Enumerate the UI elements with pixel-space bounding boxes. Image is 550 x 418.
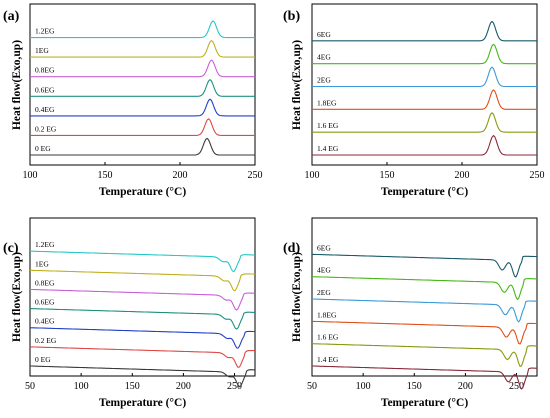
plot-frame xyxy=(311,217,538,377)
panel-label: (b) xyxy=(283,9,300,24)
series-line xyxy=(29,327,255,349)
plot-frame xyxy=(29,3,256,166)
x-tick-label: 100 xyxy=(23,170,38,181)
y-axis-title: Heat flow(Exo,up) xyxy=(11,40,23,130)
x-tick-label: 100 xyxy=(74,381,89,392)
series-label: 2EG xyxy=(317,288,331,297)
x-tick-label: 150 xyxy=(380,170,395,181)
series-label: 0.8EG xyxy=(35,278,55,287)
x-tick-label: 250 xyxy=(530,170,545,181)
series-label: 4EG xyxy=(317,53,331,62)
chart-panel: 50 100 150 200 250 (d) Temperature (°C) Heat fl… xyxy=(283,217,538,409)
chart-panel: 100 150 200 250 (b) Temperature (°C) Heat flow… xyxy=(283,3,545,198)
chart-panel: 100 150 200 250 (a) Temperature (°C) Heat flow… xyxy=(3,3,263,198)
x-axis-title: Temperature (°C) xyxy=(381,397,468,409)
x-tick-label: 200 xyxy=(458,381,473,392)
series-label: 1.8EG xyxy=(317,310,337,319)
series-line xyxy=(312,343,537,367)
series-line xyxy=(30,308,255,330)
series-label: 0.2 EG xyxy=(35,124,57,133)
series-line xyxy=(312,135,537,156)
x-tick-label: 250 xyxy=(248,170,263,181)
plot-frame xyxy=(29,217,256,377)
series-line xyxy=(30,118,255,136)
x-tick-label: 100 xyxy=(356,381,371,392)
x-tick-label: 200 xyxy=(173,170,188,181)
series-line xyxy=(30,59,255,78)
x-tick-label: 50 xyxy=(25,381,35,392)
series-label: 1.2EG xyxy=(35,27,55,36)
series-label: 6EG xyxy=(317,243,331,252)
plot-frame xyxy=(311,3,538,166)
x-tick-label: 200 xyxy=(176,381,191,392)
x-tick-label: 150 xyxy=(98,170,113,181)
series-line xyxy=(30,79,255,97)
x-tick-label: 150 xyxy=(407,381,422,392)
series-label: 0 EG xyxy=(35,144,51,153)
series-label: 0.8EG xyxy=(35,66,55,75)
series-line xyxy=(30,98,255,117)
y-axis-title: Heat flow(Exo,up) xyxy=(291,40,303,130)
series-label: 0.2 EG xyxy=(35,336,57,345)
series-line xyxy=(312,43,537,65)
series-line xyxy=(30,346,256,368)
series-line xyxy=(312,66,537,88)
series-label: 4EG xyxy=(317,266,331,275)
series-line xyxy=(312,112,537,133)
series-label: 1.8EG xyxy=(317,98,337,107)
series-line xyxy=(29,250,256,273)
series-line xyxy=(311,253,538,278)
panel-label: (d) xyxy=(283,241,300,256)
x-tick-label: 50 xyxy=(307,381,317,392)
y-axis-title: Heat flow(Exo,up) xyxy=(11,252,23,342)
series-line xyxy=(30,269,255,292)
series-line xyxy=(312,89,537,110)
series-line xyxy=(312,20,537,42)
panel-label: (a) xyxy=(3,9,20,24)
series-line xyxy=(29,288,256,311)
series-label: 0.4EG xyxy=(35,105,55,114)
x-tick-label: 100 xyxy=(305,170,320,181)
series-label: 1.4 EG xyxy=(317,144,339,153)
chart-panel: 50 100 150 200 250 (c) Temperature (°C) Heat fl… xyxy=(3,217,256,409)
series-label: 1.2EG xyxy=(35,240,55,249)
series-label: 0.4EG xyxy=(35,317,55,326)
series-label: 0.6EG xyxy=(35,298,55,307)
series-label: 1.6 EG xyxy=(317,333,339,342)
series-label: 0.6EG xyxy=(35,85,55,94)
x-tick-label: 200 xyxy=(455,170,470,181)
x-axis-title: Temperature (°C) xyxy=(99,186,186,198)
series-line xyxy=(30,365,255,388)
series-label: 1.6 EG xyxy=(317,121,339,130)
series-label: 1EG xyxy=(35,46,49,55)
x-tick-label: 250 xyxy=(509,381,524,392)
series-line xyxy=(30,137,255,156)
panel-label: (c) xyxy=(3,241,19,256)
series-line xyxy=(312,298,537,323)
series-line xyxy=(312,276,537,301)
series-label: 1.4 EG xyxy=(317,355,339,364)
y-axis-title: Heat flow(Exo,up) xyxy=(291,252,303,342)
x-axis-title: Temperature (°C) xyxy=(381,186,468,198)
x-tick-label: 150 xyxy=(125,381,140,392)
series-label: 2EG xyxy=(317,76,331,85)
series-line xyxy=(30,39,255,58)
series-label: 1EG xyxy=(35,259,49,268)
x-tick-label: 250 xyxy=(227,381,242,392)
x-axis-title: Temperature (°C) xyxy=(99,397,186,409)
series-line xyxy=(30,20,255,39)
series-label: 0 EG xyxy=(35,355,51,364)
series-line xyxy=(312,365,537,390)
series-line xyxy=(311,320,538,345)
series-label: 6EG xyxy=(317,30,331,39)
